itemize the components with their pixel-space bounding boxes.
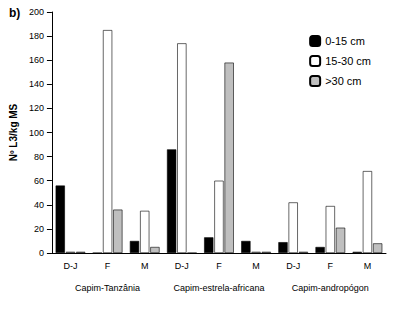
svg-text:0-15 cm: 0-15 cm	[325, 35, 365, 47]
svg-text:D-J: D-J	[175, 261, 189, 271]
svg-text:20: 20	[34, 224, 44, 234]
svg-text:200: 200	[29, 7, 44, 17]
svg-text:0: 0	[39, 248, 44, 258]
svg-text:>30 cm: >30 cm	[325, 75, 361, 87]
svg-text:M: M	[141, 261, 149, 271]
svg-text:Capim-estrela-africana: Capim-estrela-africana	[173, 283, 264, 293]
svg-text:140: 140	[29, 79, 44, 89]
svg-text:40: 40	[34, 200, 44, 210]
svg-text:Capim-Tanzânia: Capim-Tanzânia	[75, 283, 140, 293]
svg-text:F: F	[216, 261, 222, 271]
svg-text:D-J: D-J	[63, 261, 77, 271]
svg-text:180: 180	[29, 31, 44, 41]
svg-text:D-J: D-J	[286, 261, 300, 271]
svg-text:160: 160	[29, 55, 44, 65]
svg-text:80: 80	[34, 152, 44, 162]
svg-text:15-30 cm: 15-30 cm	[325, 55, 371, 67]
svg-text:60: 60	[34, 176, 44, 186]
svg-text:M: M	[364, 261, 372, 271]
svg-text:M: M	[252, 261, 260, 271]
svg-text:F: F	[105, 261, 111, 271]
svg-text:Capim-andropógon: Capim-andropógon	[292, 283, 369, 293]
svg-text:F: F	[328, 261, 334, 271]
svg-text:100: 100	[29, 128, 44, 138]
svg-text:Nº L3/kg MS: Nº L3/kg MS	[8, 103, 19, 161]
svg-text:b): b)	[9, 6, 20, 20]
svg-text:120: 120	[29, 103, 44, 113]
